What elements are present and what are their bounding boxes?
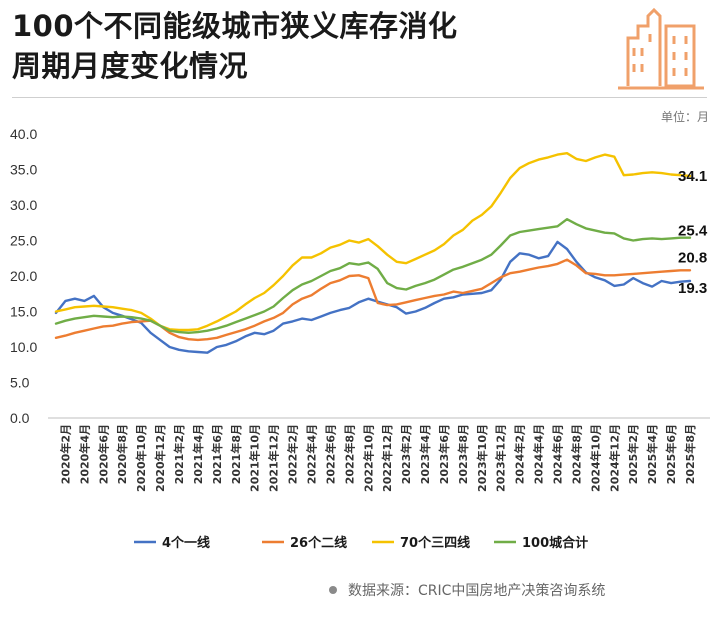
x-tick-label: 2023年2月 (399, 424, 413, 484)
legend-label: 26个二线 (290, 535, 347, 551)
source-bullet-icon (329, 586, 337, 594)
legend-label: 70个三四线 (400, 535, 470, 551)
x-tick-label: 2020年2月 (58, 424, 72, 484)
x-tick-label: 2020年4月 (77, 424, 91, 484)
y-axis-ticks: 0.0 5.0 10.0 15.0 20.0 25.0 30.0 35.0 40.0 (10, 126, 37, 426)
x-tick-label: 2023年8月 (456, 424, 470, 484)
y-tick-label: 40.0 (10, 126, 37, 142)
x-tick-label: 2025年4月 (645, 424, 659, 484)
x-tick-label: 2021年6月 (210, 424, 224, 484)
end-labels: 19.3 20.8 34.1 25.4 (678, 168, 708, 297)
y-tick-label: 20.0 (10, 268, 37, 284)
x-tick-label: 2022年12月 (380, 424, 394, 492)
x-tick-label: 2021年4月 (191, 424, 205, 484)
x-tick-label: 2020年10月 (134, 424, 148, 492)
x-tick-label: 2021年2月 (172, 424, 186, 484)
legend: 4个一线 26个二线 70个三四线 100城合计 (134, 535, 588, 551)
x-tick-label: 2025年2月 (626, 424, 640, 484)
x-tick-label: 2022年10月 (361, 424, 375, 492)
x-tick-label: 2024年12月 (607, 424, 621, 492)
y-tick-label: 30.0 (10, 197, 37, 213)
y-tick-label: 25.0 (10, 233, 37, 249)
x-tick-label: 2024年10月 (588, 424, 602, 492)
source-area: 数据来源：CRIC中国房地产决策咨询系统 (0, 572, 719, 612)
x-tick-label: 2022年6月 (323, 424, 337, 484)
y-tick-label: 0.0 (10, 410, 30, 426)
end-value-label: 20.8 (678, 249, 707, 266)
chart-title: 100个不同能级城市狭义库存消化 周期月度变化情况 (12, 6, 458, 86)
series-lines (54, 151, 692, 354)
chart-title-line-1: 100个不同能级城市狭义库存消化 (12, 9, 458, 43)
unit-label: 单位：月 (660, 110, 709, 124)
x-tick-label: 2025年6月 (664, 424, 678, 484)
x-tick-label: 2022年4月 (304, 424, 318, 484)
x-tick-label: 2024年8月 (569, 424, 583, 484)
series-line-1 (54, 240, 692, 354)
chart-title-line-2: 周期月度变化情况 (12, 49, 249, 83)
x-tick-label: 2021年10月 (248, 424, 262, 492)
end-value-label: 34.1 (678, 168, 707, 185)
y-tick-label: 15.0 (10, 304, 37, 320)
x-tick-label: 2020年6月 (96, 424, 110, 484)
x-tick-label: 2021年12月 (267, 424, 281, 492)
x-tick-label: 2023年10月 (475, 424, 489, 492)
x-tick-label: 2024年6月 (551, 424, 565, 484)
x-tick-label: 2023年4月 (418, 424, 432, 484)
title-divider (12, 97, 707, 98)
legend-label: 4个一线 (162, 535, 210, 551)
end-value-label: 25.4 (678, 223, 708, 240)
x-tick-label: 2021年8月 (229, 424, 243, 484)
x-axis-ticks: 2020年2月 2020年4月 2020年6月 2020年8月 2020年10月 2020… (58, 424, 697, 492)
y-tick-label: 35.0 (10, 162, 37, 178)
series-line-4 (54, 217, 692, 334)
x-tick-label: 2024年4月 (532, 424, 546, 484)
source-note: 数据来源：CRIC中国房地产决策咨询系统 (348, 583, 606, 599)
end-value-label: 19.3 (678, 280, 707, 297)
x-tick-label: 2020年8月 (115, 424, 129, 484)
x-tick-label: 2024年2月 (513, 424, 527, 484)
x-tick-label: 2022年8月 (342, 424, 356, 484)
x-tick-label: 2025年8月 (683, 424, 697, 484)
legend-label: 100城合计 (522, 535, 588, 551)
y-tick-label: 10.0 (10, 339, 37, 355)
series-line-3 (54, 151, 692, 332)
x-tick-label: 2022年2月 (286, 424, 300, 484)
y-tick-label: 5.0 (10, 375, 30, 391)
x-tick-label: 2023年6月 (437, 424, 451, 484)
x-tick-label: 2023年12月 (494, 424, 508, 492)
city-buildings-icon (618, 7, 704, 90)
x-tick-label: 2020年12月 (153, 424, 167, 492)
